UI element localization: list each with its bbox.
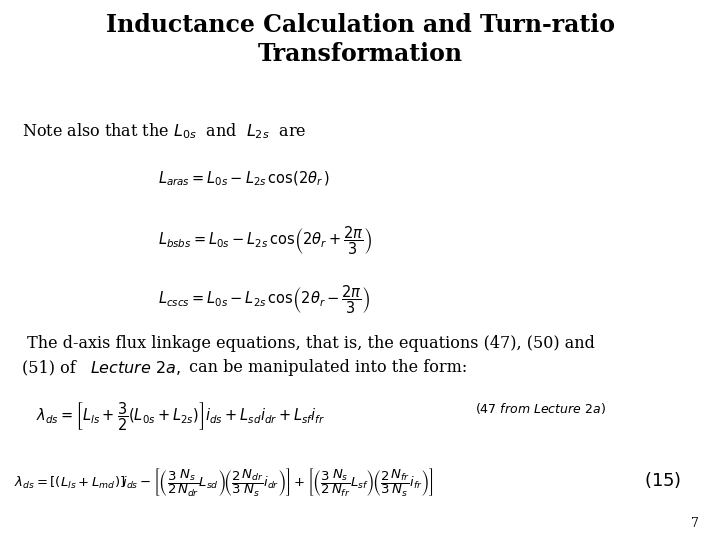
Text: The d-axis flux linkage equations, that is, the equations (47), (50) and: The d-axis flux linkage equations, that … xyxy=(22,335,595,352)
Text: Inductance Calculation and Turn-ratio
Transformation: Inductance Calculation and Turn-ratio Tr… xyxy=(106,14,614,66)
Text: $(15)$: $(15)$ xyxy=(644,470,682,490)
Text: $L_{cscs} = L_{0s} - L_{2s}\,\cos\!\left(2\theta_{r} - \dfrac{2\pi}{3}\right)$: $L_{cscs} = L_{0s} - L_{2s}\,\cos\!\left… xyxy=(158,284,371,316)
Text: $(47\ \mathit{from\ Lecture\ 2a})$: $(47\ \mathit{from\ Lecture\ 2a})$ xyxy=(475,401,606,416)
Text: Note also that the $L_{0s}$  and  $L_{2s}$  are: Note also that the $L_{0s}$ and $L_{2s}$… xyxy=(22,122,306,141)
Text: can be manipulated into the form:: can be manipulated into the form: xyxy=(184,359,467,376)
Text: $\mathbf{\mathit{Lecture\ 2a}}$,: $\mathbf{\mathit{Lecture\ 2a}}$, xyxy=(90,359,181,377)
Text: $\lambda_{ds} = \left[\left(L_{ls} + L_{md}\right)\right]\!i_{ds} - \left[\left(: $\lambda_{ds} = \left[\left(L_{ls} + L_{… xyxy=(14,467,434,499)
Text: $L_{aras} = L_{0s} - L_{2s}\,\cos(2\theta_{r}\,)$: $L_{aras} = L_{0s} - L_{2s}\,\cos(2\thet… xyxy=(158,170,330,188)
Text: $L_{bsbs} = L_{0s} - L_{2s}\,\cos\!\left(2\theta_{r} + \dfrac{2\pi}{3}\right)$: $L_{bsbs} = L_{0s} - L_{2s}\,\cos\!\left… xyxy=(158,224,372,256)
Text: (51) of: (51) of xyxy=(22,359,81,376)
Text: $\lambda_{ds} = \left[L_{ls} + \dfrac{3}{2}(L_{0s} + L_{2s})\right]i_{ds} + L_{s: $\lambda_{ds} = \left[L_{ls} + \dfrac{3}… xyxy=(36,401,325,433)
Text: 7: 7 xyxy=(690,517,698,530)
